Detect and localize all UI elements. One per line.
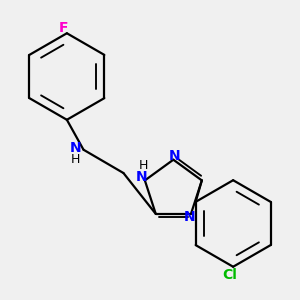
- Text: N: N: [184, 210, 195, 224]
- Text: F: F: [59, 21, 68, 35]
- Text: Cl: Cl: [222, 268, 237, 282]
- Text: H: H: [70, 152, 80, 166]
- Text: N: N: [69, 141, 81, 155]
- Text: N: N: [169, 149, 181, 164]
- Text: H: H: [139, 159, 148, 172]
- Text: N: N: [136, 170, 147, 184]
